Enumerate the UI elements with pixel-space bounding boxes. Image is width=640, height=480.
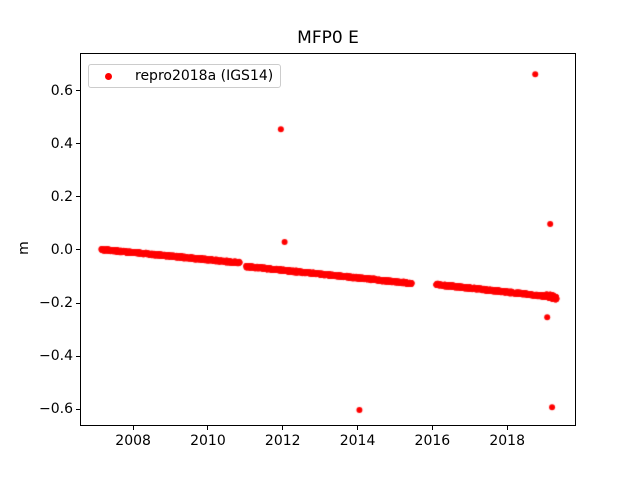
y-tick-label: 0.4 <box>50 135 73 152</box>
y-tick-label: −0.6 <box>39 401 73 418</box>
x-tick <box>132 426 134 430</box>
y-tick <box>76 249 80 251</box>
y-tick <box>76 196 80 198</box>
x-tick-label: 2008 <box>115 433 151 449</box>
legend-label: repro2018a (IGS14) <box>135 68 274 84</box>
x-tick-label: 2014 <box>339 433 376 449</box>
x-tick <box>282 426 284 430</box>
x-tick-label: 2012 <box>264 433 301 449</box>
x-tick-label: 2016 <box>414 433 451 449</box>
y-tick-label: −0.4 <box>39 348 73 365</box>
y-tick-label: −0.2 <box>39 295 73 312</box>
y-tick-label: 0.6 <box>50 82 73 99</box>
y-tick <box>76 355 80 357</box>
y-tick <box>76 90 80 92</box>
y-tick-label: 0.2 <box>50 188 73 205</box>
legend: repro2018a (IGS14) <box>88 64 281 88</box>
y-tick <box>76 408 80 410</box>
x-tick <box>506 426 508 430</box>
x-tick <box>431 426 433 430</box>
legend-dot-icon <box>105 72 112 80</box>
x-tick <box>357 426 359 430</box>
chart-title: MFP0 E <box>297 28 359 48</box>
y-tick-label: 0.0 <box>50 241 73 258</box>
y-tick <box>76 302 80 304</box>
x-tick <box>207 426 209 430</box>
x-tick-label: 2010 <box>190 433 226 449</box>
plot-area <box>80 53 576 426</box>
x-tick-label: 2018 <box>489 433 525 449</box>
y-tick <box>76 143 80 145</box>
